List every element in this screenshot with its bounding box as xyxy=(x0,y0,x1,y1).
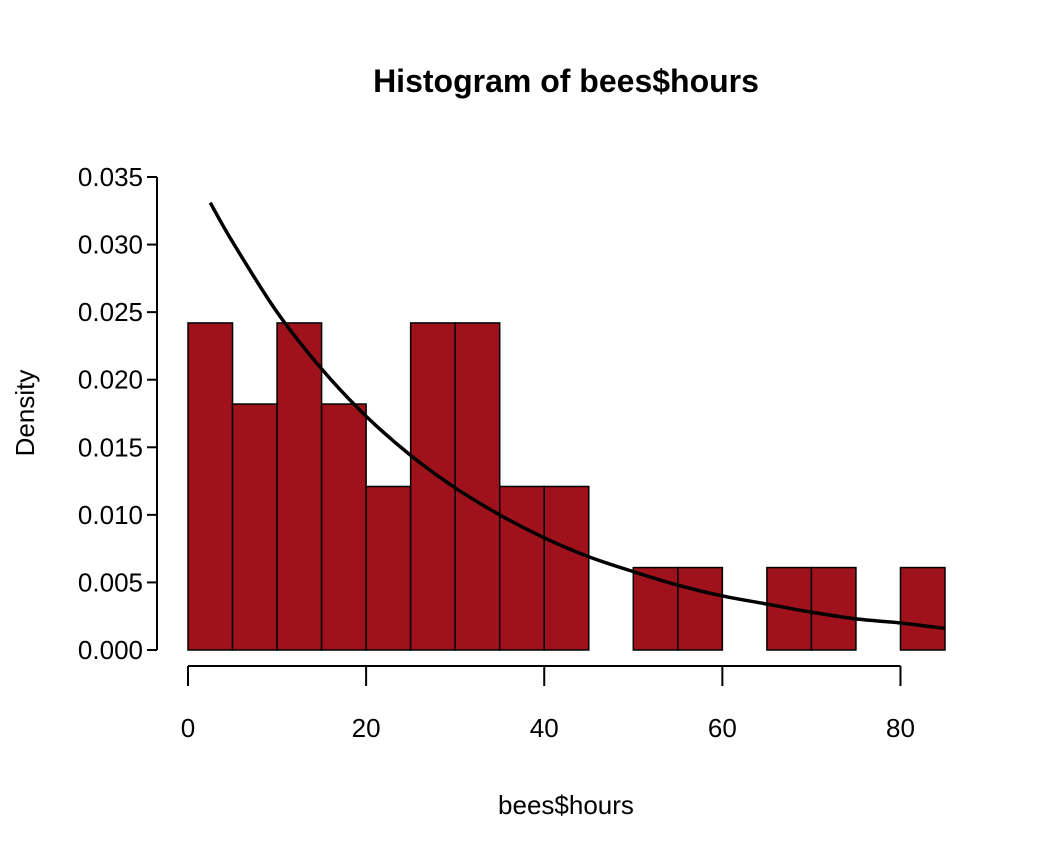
histogram-bar xyxy=(810,566,857,651)
y-tick-label: 0.035 xyxy=(78,162,143,192)
x-tick-label: 80 xyxy=(886,713,915,743)
y-tick-label: 0.020 xyxy=(78,365,143,395)
y-tick-label: 0.025 xyxy=(78,297,143,327)
histogram-bar xyxy=(899,566,946,651)
histogram-bars xyxy=(187,322,946,651)
histogram-bar xyxy=(276,322,323,651)
histogram-bar xyxy=(409,322,456,651)
y-axis: 0.000 0.005 0.010 0.015 0.020 0.025 0.030 0.035 xyxy=(78,162,158,665)
histogram-bar xyxy=(231,403,278,651)
chart-title: Histogram of bees$hours xyxy=(373,63,759,99)
x-tick-label: 0 xyxy=(181,713,195,743)
density-curve xyxy=(208,201,946,631)
y-tick-label: 0.015 xyxy=(78,432,143,462)
histogram-bar xyxy=(187,322,234,651)
histogram-bar xyxy=(677,566,724,651)
x-tick-label: 40 xyxy=(530,713,559,743)
x-tick-label: 60 xyxy=(708,713,737,743)
histogram-bar xyxy=(454,322,501,651)
histogram-bar xyxy=(320,403,367,651)
x-axis-label: bees$hours xyxy=(498,790,634,820)
y-tick-label: 0.010 xyxy=(78,500,143,530)
x-axis: 0 20 40 60 80 xyxy=(181,665,915,743)
histogram-bar xyxy=(365,485,412,651)
y-tick-label: 0.000 xyxy=(78,635,143,665)
histogram-bar xyxy=(498,485,545,651)
y-axis-label: Density xyxy=(10,370,40,457)
x-tick-label: 20 xyxy=(352,713,381,743)
y-tick-label: 0.005 xyxy=(78,567,143,597)
y-tick-label: 0.030 xyxy=(78,230,143,260)
histogram-bar xyxy=(543,485,590,651)
